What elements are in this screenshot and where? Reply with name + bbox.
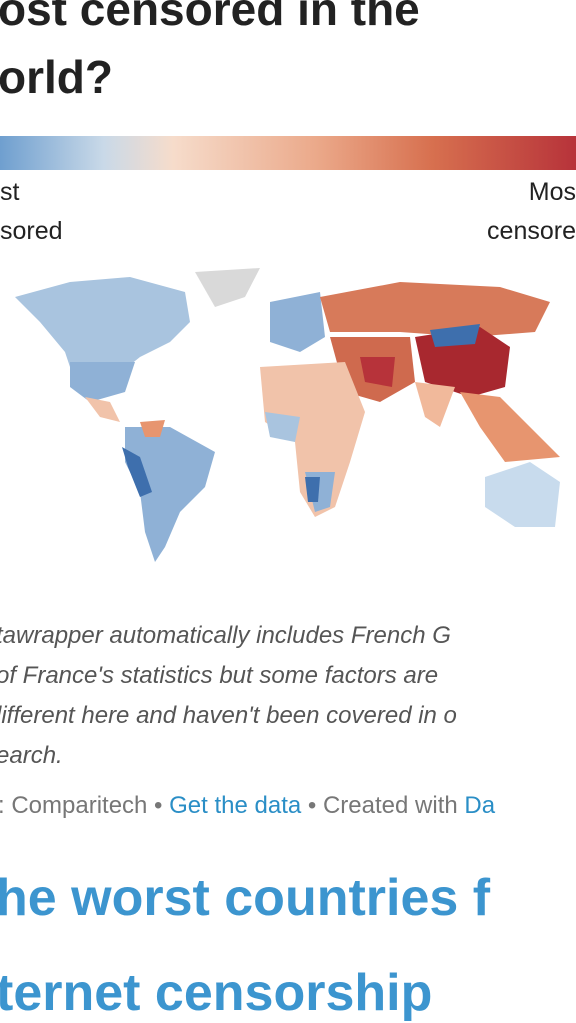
- title-line: orld?: [0, 51, 113, 103]
- region: [195, 268, 260, 307]
- region: [15, 277, 190, 392]
- region: [320, 282, 550, 337]
- world-map: [15, 268, 560, 562]
- legend-high: censore: [487, 217, 576, 245]
- legend-high: Mos: [528, 178, 576, 206]
- note-line: lifferent here and haven't been covered …: [0, 702, 457, 729]
- data-link[interactable]: Get the data: [169, 792, 302, 819]
- title-line: ost censored in the: [0, 0, 420, 35]
- legend-gradient: [0, 136, 576, 170]
- source-text: : Comparitech •: [0, 792, 163, 819]
- region: [265, 412, 300, 442]
- region: [270, 292, 325, 352]
- region: [485, 462, 560, 527]
- region: [70, 362, 135, 402]
- note-line: of France's statistics but some factors …: [0, 662, 439, 689]
- heading-line: he worst countries f: [0, 869, 491, 927]
- region: [85, 397, 120, 422]
- legend-low: st: [0, 178, 20, 206]
- region: [305, 477, 320, 502]
- legend-low: sored: [0, 217, 63, 245]
- note-line: earch.: [0, 742, 63, 769]
- region: [430, 324, 480, 347]
- region: [260, 362, 365, 517]
- source-line: : Comparitech • Get the data • Created w…: [0, 792, 495, 820]
- region: [125, 427, 215, 562]
- region: [415, 382, 455, 427]
- source-text: • Created with: [307, 792, 458, 819]
- region: [360, 357, 395, 387]
- region: [460, 392, 560, 462]
- datawrapper-link[interactable]: Da: [464, 792, 496, 819]
- note-line: tawrapper automatically includes French …: [0, 622, 451, 649]
- region: [140, 420, 165, 437]
- region: [122, 447, 152, 497]
- heading-line: ternet censorship: [0, 964, 433, 1022]
